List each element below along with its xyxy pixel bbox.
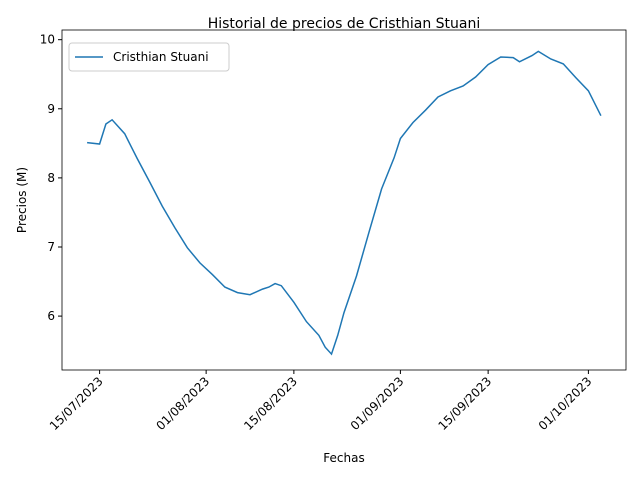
y-tick-label: 9 xyxy=(47,102,55,116)
legend-box xyxy=(68,42,230,72)
y-tick-label: 6 xyxy=(47,309,55,323)
data-line xyxy=(87,50,602,356)
y-axis-label: Precios (M) xyxy=(15,167,29,233)
x-axis-label: Fechas xyxy=(323,451,364,465)
legend-label: Cristhian Stuani xyxy=(113,50,209,64)
y-tick-label: 10 xyxy=(40,33,55,47)
y-tick-label: 8 xyxy=(47,171,55,185)
chart-title: Historial de precios de Cristhian Stuani xyxy=(208,16,481,32)
axes-frame xyxy=(61,29,627,371)
y-tick-label: 7 xyxy=(47,240,55,254)
